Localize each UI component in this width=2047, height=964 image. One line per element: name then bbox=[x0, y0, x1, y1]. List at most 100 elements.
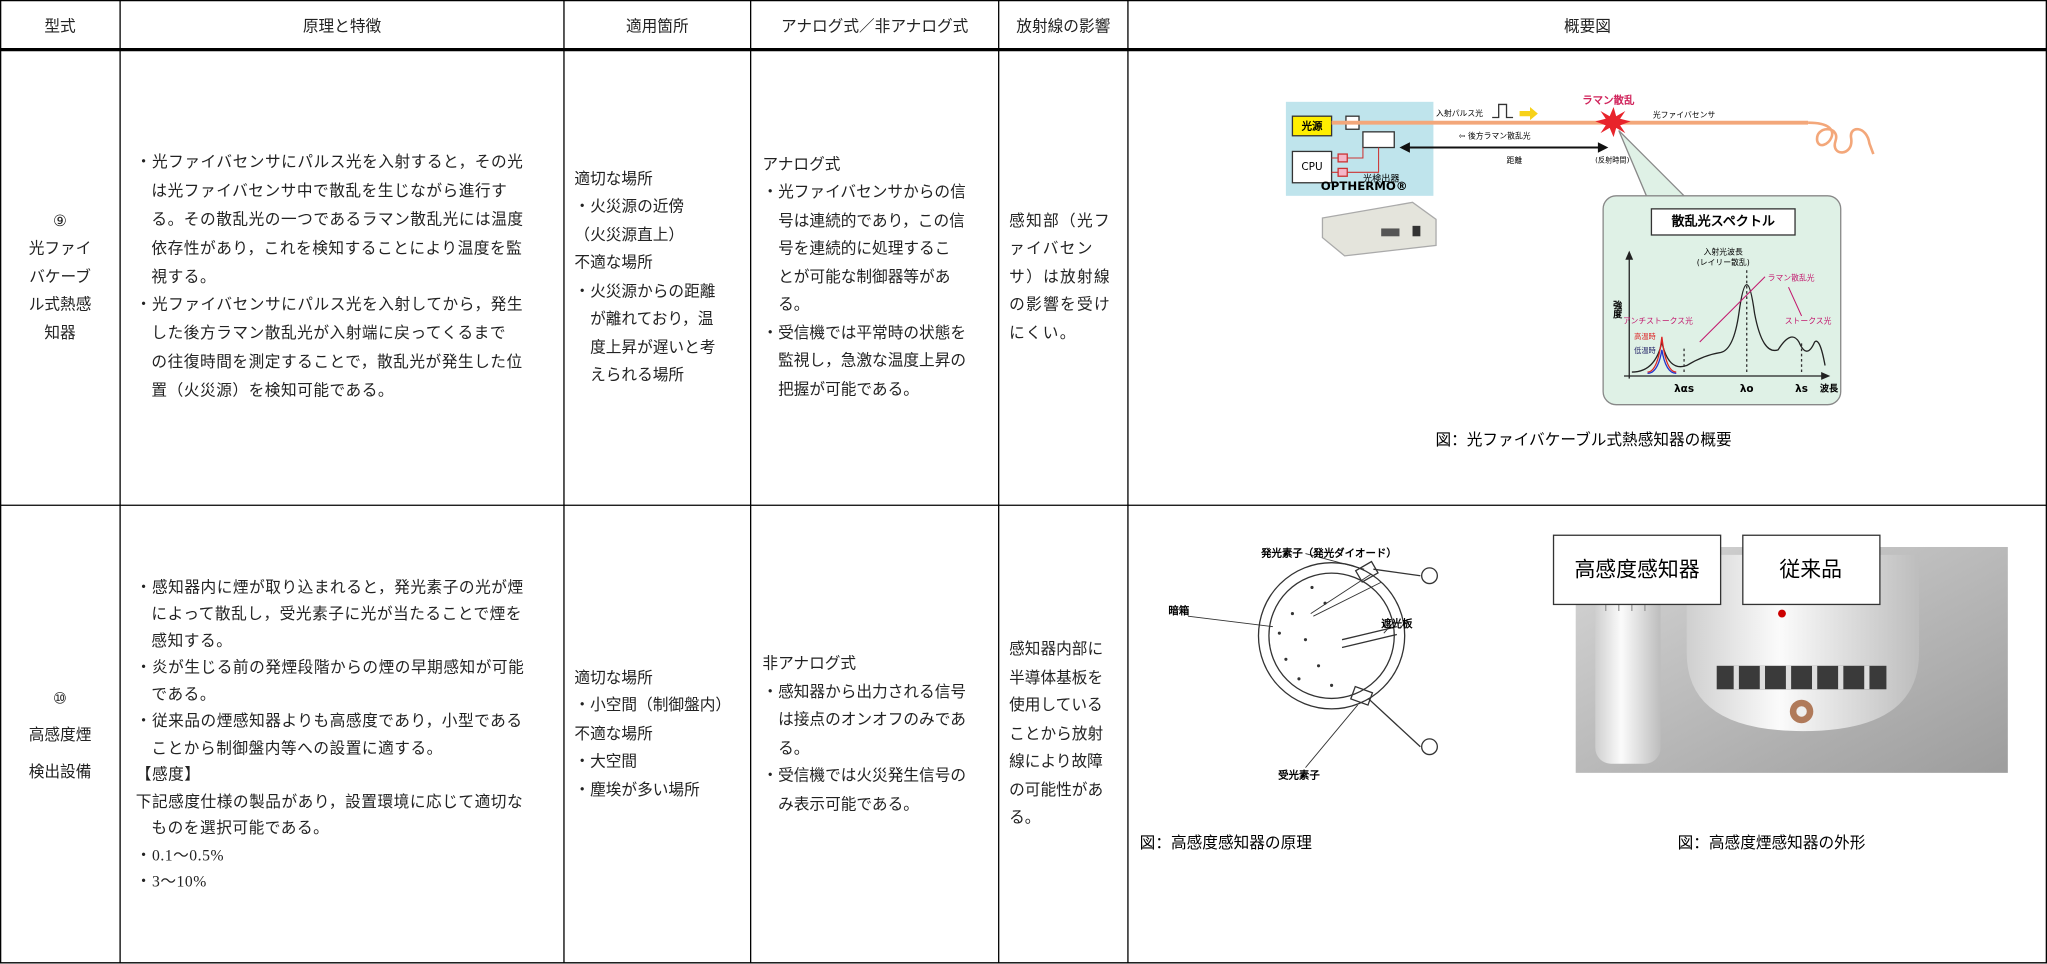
text-line: ・火災源の近傍 bbox=[574, 197, 685, 216]
detector-photo: 高感度感知器 従来品 bbox=[1552, 534, 2008, 773]
text-line: ・光ファイバセンサからの信 bbox=[762, 183, 966, 202]
fiber-diagram: 光源 CPU 光検出器 入射パルス光 ラマン散乱 光ファイバセンサ ⇦ 後方ラマ… bbox=[1285, 94, 1875, 406]
label: 強度 bbox=[1611, 299, 1623, 319]
text-line: ・感知器から出力される信号 bbox=[762, 682, 967, 701]
text-line: 使用している bbox=[1009, 696, 1103, 715]
header: 適用箇所 bbox=[625, 16, 689, 35]
text-line: 高感度煙 bbox=[28, 725, 92, 744]
text-line: 【感度】 bbox=[135, 765, 201, 784]
label: 高温時 bbox=[1634, 332, 1656, 341]
label: 低温時 bbox=[1634, 346, 1656, 355]
smoke-principle-labels: 発光素子（発光ダイオード） 暗箱 遮光板 受光素子 bbox=[1168, 547, 1413, 782]
text-line: 光ファイ bbox=[28, 239, 92, 258]
radiation-cell: 感知器内部に 半導体基板を 使用している ことから放射 線により故障 の可能性があ る。 bbox=[999, 505, 1128, 963]
text-line: サ）は放射線 bbox=[1009, 267, 1111, 286]
text-line: ・受信機では平常時の状態を bbox=[762, 323, 967, 342]
figure-caption: 図：高感度煙感知器の外形 bbox=[1678, 834, 1866, 852]
text-line: 号は連続的であり，この信 bbox=[778, 211, 965, 230]
text-line: 把握が可能である。 bbox=[778, 379, 919, 398]
label: アンチストークス光 bbox=[1623, 316, 1693, 326]
text-line: 依存性があり，これを検知することにより温度を監 bbox=[151, 238, 523, 257]
text-line: 適切な場所 bbox=[574, 169, 653, 188]
header: 原理と特徴 bbox=[302, 16, 382, 35]
text-line: 感知器内部に bbox=[1009, 640, 1104, 659]
text-line: 感知部（光フ bbox=[1009, 211, 1111, 230]
label: 高感度感知器 bbox=[1574, 557, 1699, 581]
text-line: ⑩ bbox=[53, 688, 68, 707]
text-line: 感知する。 bbox=[151, 631, 233, 650]
text-line: ・0.1～0.5% bbox=[135, 845, 225, 864]
text-line: とが可能な制御器等があ bbox=[778, 267, 951, 286]
text-line: る。その散乱光の一つであるラマン散乱光には温度 bbox=[151, 210, 524, 229]
radiation-cell: 感知部（光フ ァイバセン サ）は放射線 の影響を受け にくい。 bbox=[999, 50, 1128, 506]
text-line: ・火災源からの距離 bbox=[574, 281, 716, 300]
text-line: が離れており，温 bbox=[590, 309, 714, 328]
text-line: の影響を受け bbox=[1009, 295, 1111, 314]
figure-caption: 図：光ファイバケーブル式熱感知器の概要 bbox=[1435, 430, 1731, 449]
location-cell: 適切な場所・小空間（制御盤内） 不適な場所・大空間・塵埃が多い場所 bbox=[564, 505, 751, 963]
text-line: ・受信機では火災発生信号の bbox=[762, 766, 967, 785]
label: ラマン散乱光 bbox=[1768, 273, 1815, 283]
text-line: 半導体基板を bbox=[1009, 668, 1104, 687]
text-line: 不適な場所 bbox=[574, 724, 653, 743]
text-line: 検出設備 bbox=[28, 761, 92, 781]
label: 入射パルス光 bbox=[1436, 108, 1483, 118]
text-line: ・大空間 bbox=[574, 752, 638, 771]
text-line: 度上昇が遅いと考 bbox=[590, 337, 716, 356]
label: ⇦ 後方ラマン散乱光 bbox=[1459, 130, 1531, 140]
label: 発光素子（発光ダイオード） bbox=[1260, 547, 1397, 560]
text-line: 線により故障 bbox=[1009, 752, 1103, 771]
label: 光ファイバセンサ bbox=[1653, 109, 1716, 119]
principle-cell: ・感知器内に煙が取り込まれると，発光素子の光が煙 によって散乱し，受光素子に光が当… bbox=[120, 505, 564, 963]
label: 光検出器 bbox=[1363, 172, 1400, 184]
text-line: る。 bbox=[778, 295, 810, 314]
label: 散乱光スペクトル bbox=[1671, 213, 1774, 229]
analog-cell: アナログ式 ・光ファイバセンサからの信 号は連続的であり，この信 号を連続的に処理する… bbox=[751, 50, 999, 506]
text-line: る。 bbox=[1009, 808, 1041, 827]
label: 暗箱 bbox=[1168, 604, 1189, 617]
header: アナログ式／非アナログ式 bbox=[780, 16, 969, 35]
text-line: えられる場所 bbox=[590, 365, 685, 384]
type-cell: ⑨ 光ファイ バケーブ ル式熱感 知器 bbox=[0, 50, 120, 506]
location-cell: 適切な場所 ・火災源の近傍 （火災源直上） 不適な場所 ・火災源からの距離 が離れており，… bbox=[564, 50, 751, 506]
text-line: ことから制御盤内等への設置に適する。 bbox=[151, 738, 443, 757]
text-line: した後方ラマン散乱光が入射端に戻ってくるまで bbox=[151, 324, 507, 343]
label: 光源 bbox=[1301, 120, 1323, 133]
text-line: ・小空間（制御盤内） bbox=[574, 696, 732, 715]
header: 概要図 bbox=[1563, 16, 1611, 35]
principle-cell: ・光ファイバセンサにパルス光を入射すると，その光 は光ファイバセンサ中で散乱を生じ… bbox=[120, 50, 564, 506]
text-line: ・塵埃が多い場所 bbox=[574, 780, 700, 799]
label: 受光素子 bbox=[1278, 768, 1320, 781]
text-line: る。 bbox=[778, 738, 810, 757]
text-line: は接点のオンオフのみであ bbox=[778, 710, 966, 729]
label: CPU bbox=[1301, 161, 1322, 173]
text-line: にくい。 bbox=[1009, 323, 1077, 342]
text-line: み表示可能である。 bbox=[778, 794, 919, 813]
text-line: は光ファイバセンサ中で散乱を生じながら進行す bbox=[151, 181, 508, 201]
analog-cell: 非アナログ式 ・感知器から出力される信号 は接点のオンオフのみであ る。 ・受信機では火… bbox=[751, 505, 999, 963]
label: ストークス光 bbox=[1785, 316, 1832, 326]
figure-caption: 図：高感度感知器の原理 bbox=[1140, 834, 1313, 852]
text-line: ものを選択可能である。 bbox=[151, 818, 330, 837]
label: 入射光波長 bbox=[1704, 246, 1743, 256]
text-line: ・炎が生じる前の発煙段階からの煙の早期感知が可能 bbox=[135, 657, 525, 677]
type-cell: ⑩ 高感度煙検出設備 bbox=[0, 505, 120, 963]
label: ラマン散乱 bbox=[1582, 94, 1635, 107]
text-line: の可能性があ bbox=[1009, 780, 1104, 799]
text-line: によって散乱し，受光素子に光が当たることで煙を bbox=[151, 604, 523, 623]
label: OPTHERMO® bbox=[1321, 179, 1408, 193]
text-line: ・従来品の煙感知器よりも高感度であり，小型である bbox=[135, 711, 523, 730]
text-line: 知器 bbox=[44, 323, 76, 342]
label: (レイリー散乱) bbox=[1697, 257, 1750, 267]
text-line: 適切な場所 bbox=[574, 668, 653, 687]
smoke-principle-diagram bbox=[1187, 553, 1438, 768]
label: λαs bbox=[1674, 383, 1694, 395]
label: 従来品 bbox=[1779, 557, 1842, 581]
text-line: アナログ式 bbox=[762, 155, 841, 174]
header: 放射線の影響 bbox=[1016, 16, 1111, 35]
text-line: の往復時間を測定することで，散乱光が発生した位 bbox=[151, 352, 523, 371]
label: (反射時間) bbox=[1595, 156, 1629, 165]
